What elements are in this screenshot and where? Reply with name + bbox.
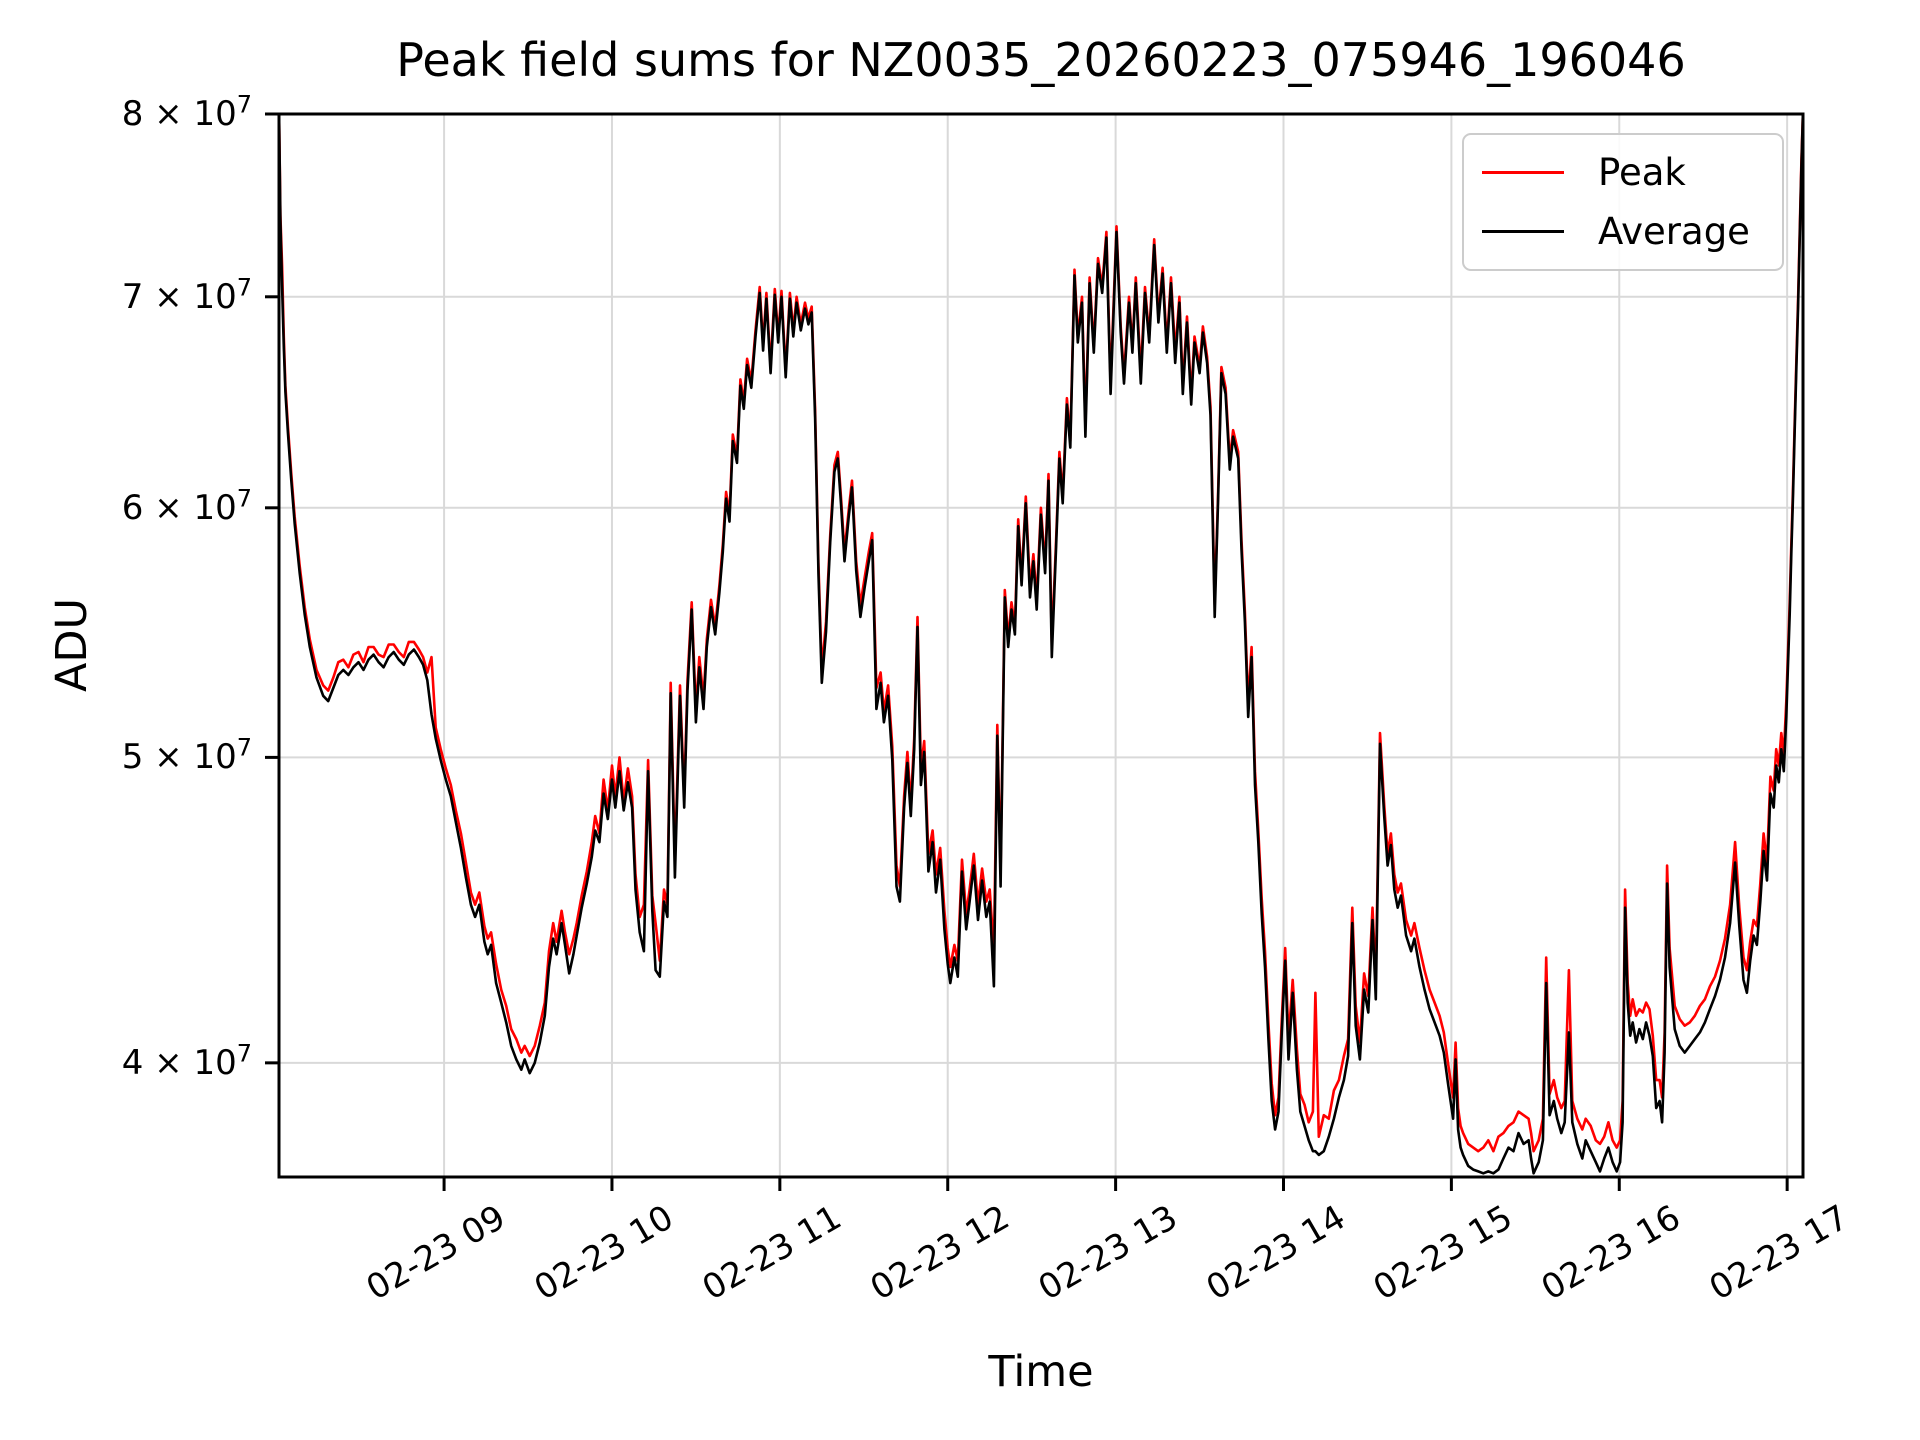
legend-label-average: Average [1598, 210, 1750, 253]
axes-spines [277, 112, 1805, 1179]
y-tick-labels: 4 × 107 5 × 107 6 × 107 7 × 107 8 × 107 [0, 0, 252, 1440]
legend: Peak Average [1462, 133, 1784, 271]
legend-row-peak: Peak [1482, 151, 1782, 194]
y-tick-label: 5 × 107 [121, 734, 252, 778]
y-tick-label: 4 × 107 [121, 1039, 252, 1083]
y-tick-label: 8 × 107 [121, 90, 252, 134]
legend-label-peak: Peak [1598, 151, 1686, 194]
chart-title: Peak field sums for NZ0035_20260223_0759… [396, 33, 1686, 87]
legend-row-average: Average [1482, 210, 1782, 253]
y-tick-label: 7 × 107 [121, 273, 252, 317]
peak-line-sample-icon [1482, 171, 1564, 174]
x-axis-label: Time [988, 1347, 1094, 1397]
average-line-sample-icon [1482, 230, 1564, 233]
y-tick-label: 6 × 107 [121, 484, 252, 528]
average-line [279, 114, 1803, 1175]
